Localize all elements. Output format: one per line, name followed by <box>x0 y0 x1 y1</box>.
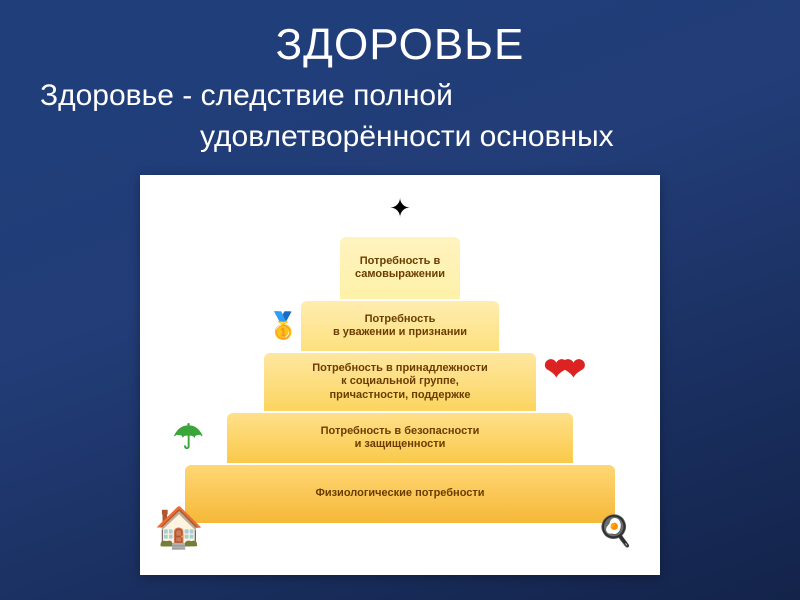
pyramid-band-label: Потребность в <box>360 255 441 268</box>
pyramid-band-label: самовыражении <box>355 268 445 281</box>
food-icon: 🍳 <box>597 514 634 549</box>
pyramid-card: ✦ Потребность всамовыраженииПотребностьв… <box>140 175 660 575</box>
subtitle-line-2: удовлетворённости основных <box>40 117 740 158</box>
pyramid: ✦ Потребность всамовыраженииПотребностьв… <box>160 195 640 555</box>
umbrella-icon: ☂ <box>173 418 203 459</box>
slide-subtitle: Здоровье - следствие полной удовлетворён… <box>0 70 800 157</box>
pyramid-band-label: причастности, поддержке <box>329 389 470 402</box>
pyramid-band-4: Потребность в безопасностии защищенности… <box>227 413 573 463</box>
pyramid-band-label: Потребность в безопасности <box>321 425 480 438</box>
pyramid-band-3: Потребность в принадлежностик социальной… <box>264 353 536 411</box>
house-icon: 🏠 <box>154 504 204 551</box>
pyramid-band-label: к социальной группе, <box>341 375 459 388</box>
pyramid-band-2: Потребностьв уважении и признании🥇 <box>301 301 499 351</box>
pyramid-band-1: Потребность всамовыражении <box>340 237 460 299</box>
slide-title: ЗДОРОВЬЕ <box>0 0 800 70</box>
pyramid-band-label: Потребность в принадлежности <box>312 362 488 375</box>
hearts-icon: ❤❤ <box>544 352 578 388</box>
pyramid-band-label: в уважении и признании <box>333 326 467 339</box>
pyramid-band-5: Физиологические потребности <box>185 465 615 523</box>
medal-icon: 🥇 <box>267 310 299 341</box>
subtitle-line-1: Здоровье - следствие полной <box>40 76 740 117</box>
pyramid-band-label: и защищенности <box>355 438 446 451</box>
pyramid-band-label: Физиологические потребности <box>315 487 484 500</box>
pyramid-band-label: Потребность <box>365 313 436 326</box>
dancer-icon: ✦ <box>389 193 411 224</box>
